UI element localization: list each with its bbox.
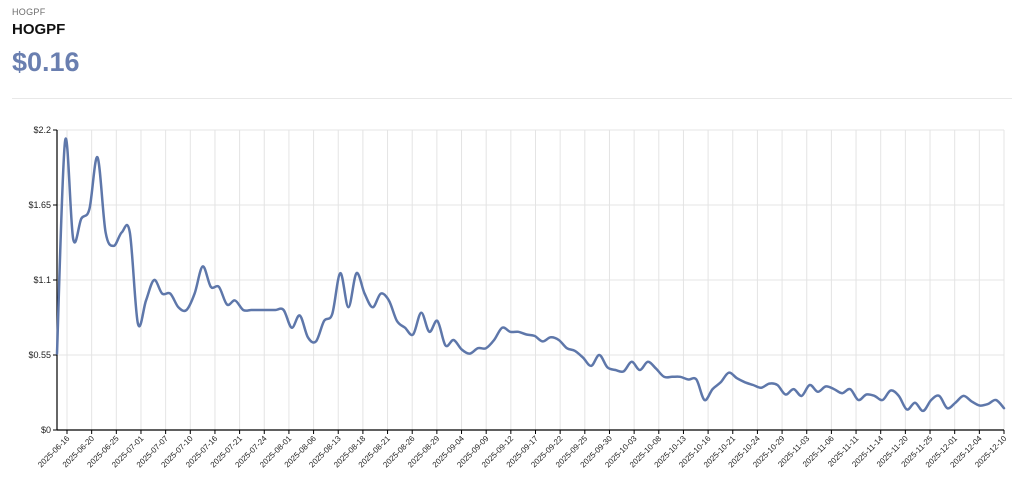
- ticker-symbol-small: HOGPF: [12, 7, 46, 17]
- y-tick-label: $2.2: [33, 125, 51, 135]
- y-tick-label: $0.55: [28, 350, 51, 360]
- chart-axes: [53, 129, 1005, 434]
- ticker-title: HOGPF: [12, 21, 66, 38]
- current-price: $0.16: [12, 47, 80, 77]
- y-tick-label: $0: [41, 425, 51, 435]
- header-divider: [12, 98, 1012, 99]
- chart-tick-labels: $0$0.55$1.1$1.65$2.22025-06-162025-06-20…: [28, 125, 1008, 469]
- y-tick-label: $1.65: [28, 200, 51, 210]
- chart-grid: [57, 129, 1005, 430]
- y-tick-label: $1.1: [33, 275, 51, 285]
- price-series-line: [55, 137, 1006, 413]
